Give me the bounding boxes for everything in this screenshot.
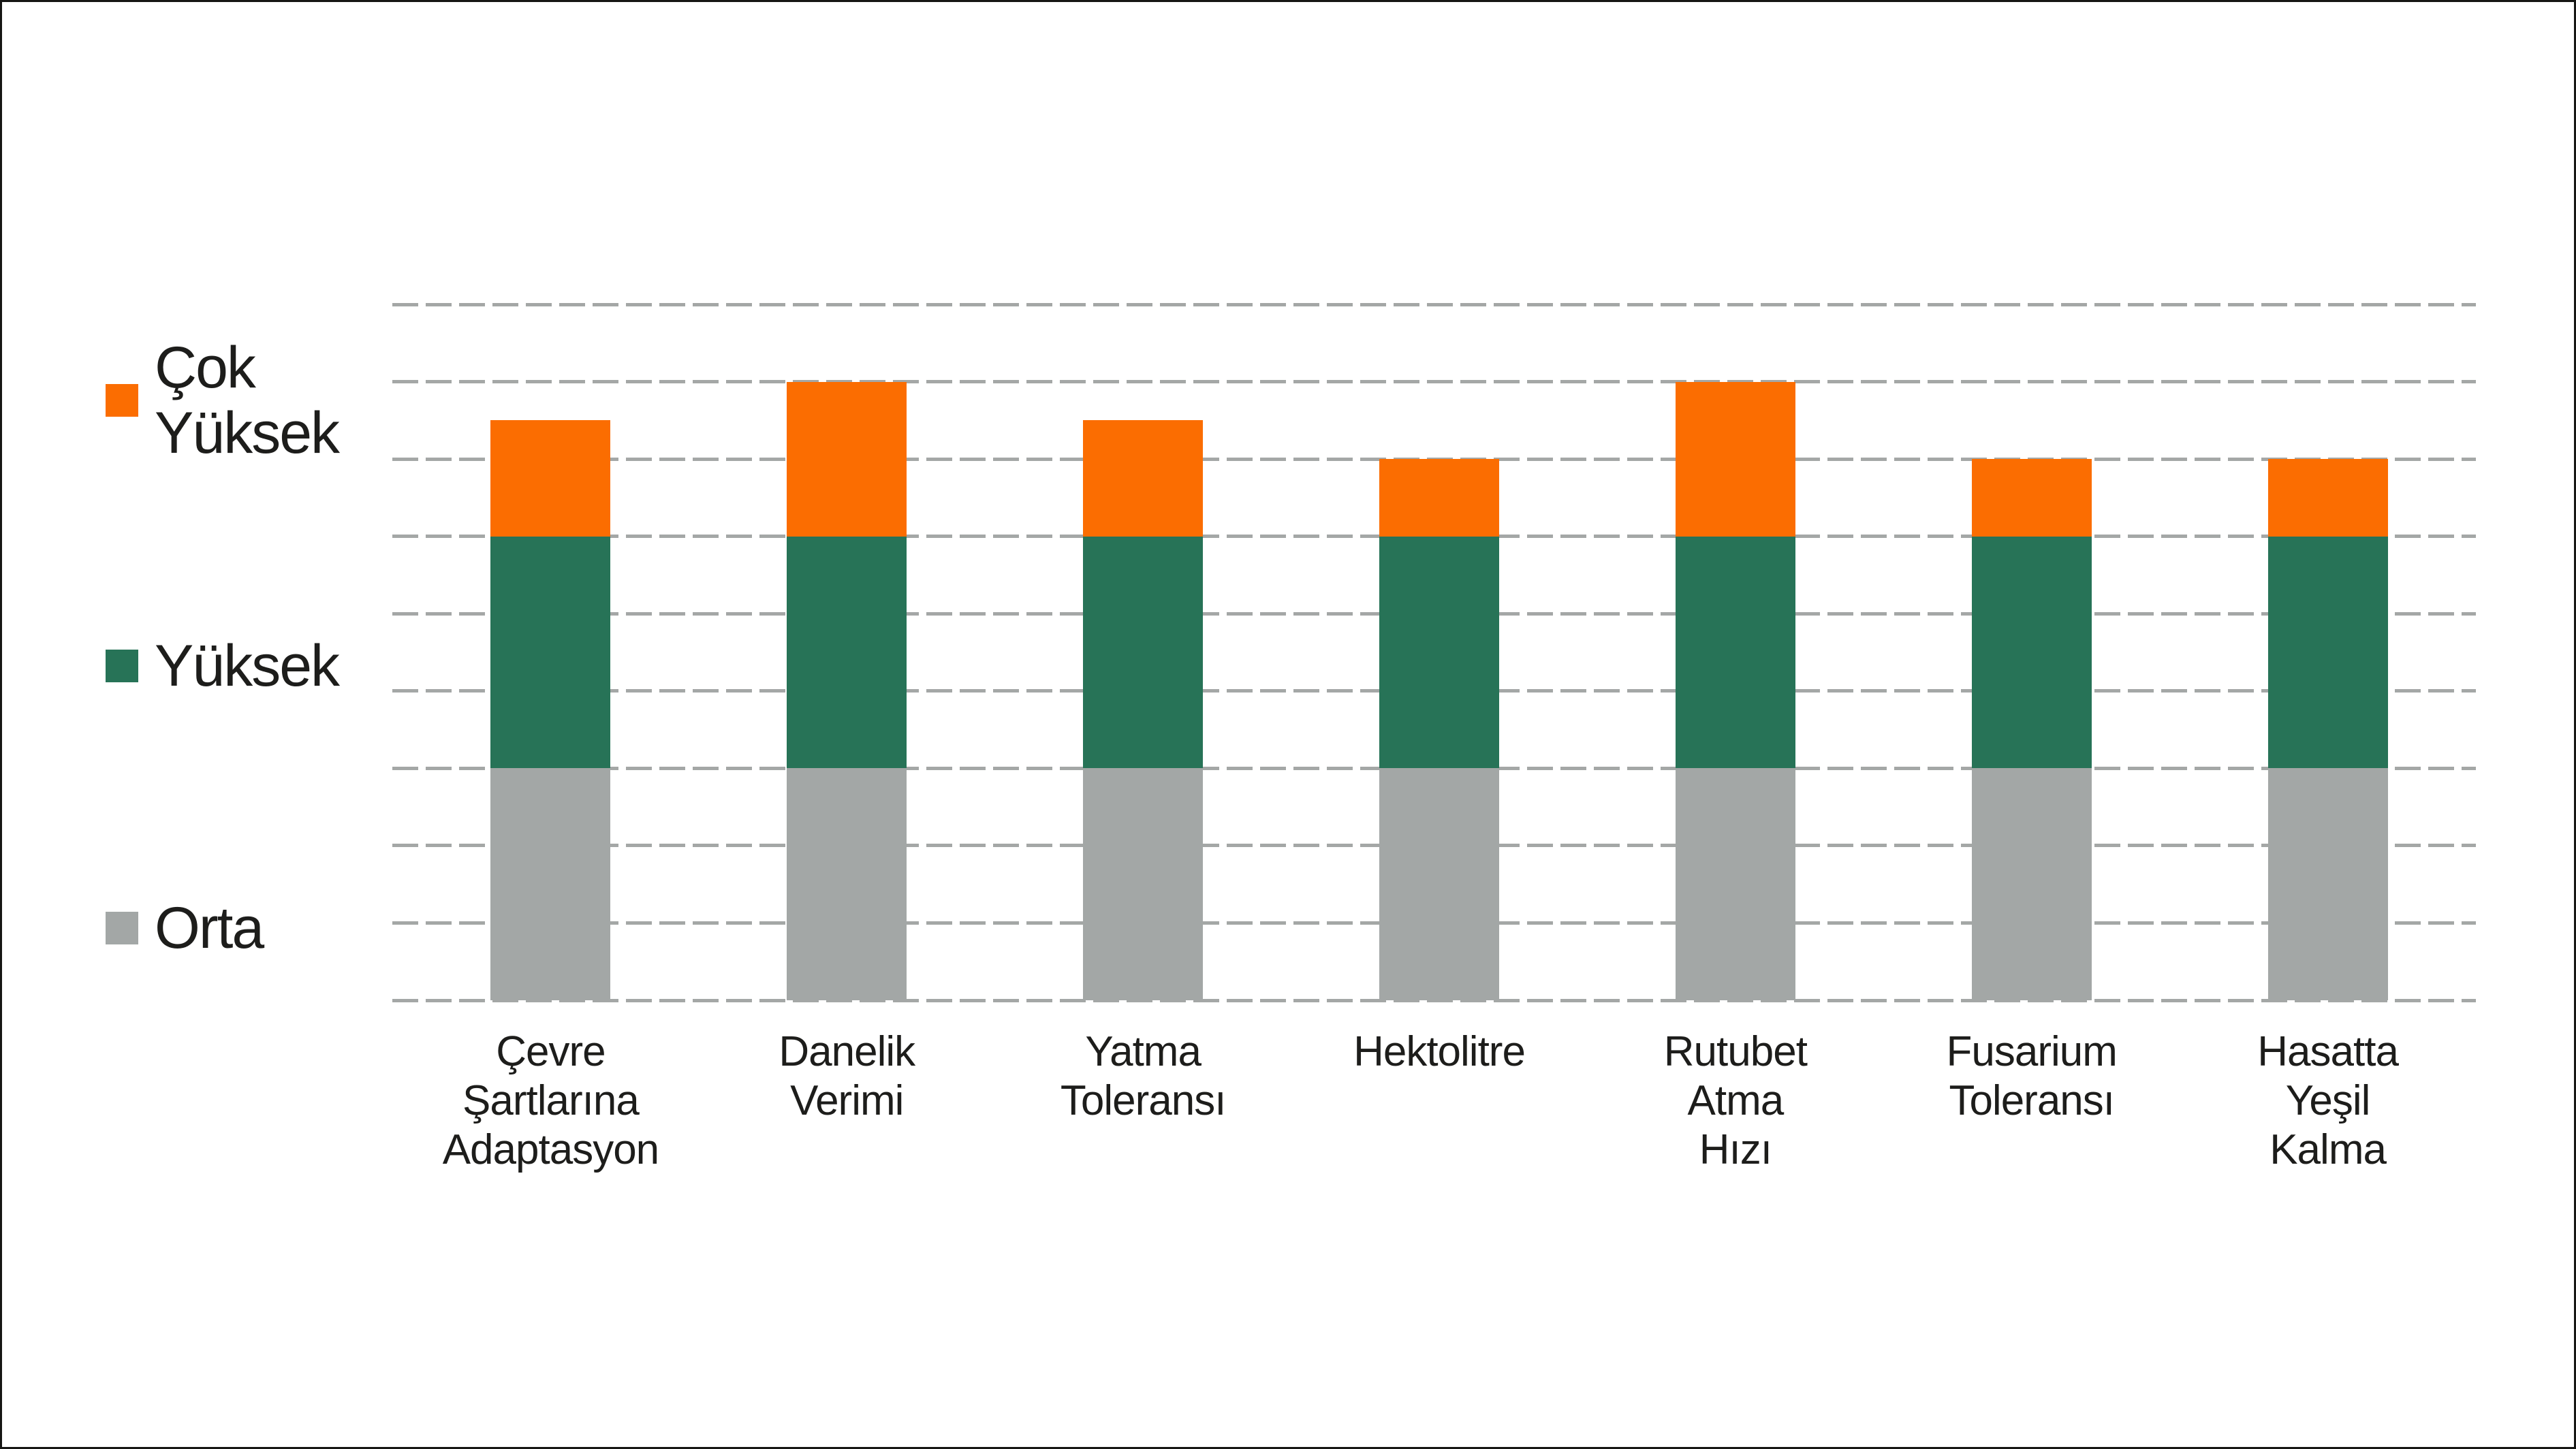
bar-slot <box>1291 304 1588 1000</box>
category-label: Hektolitre <box>1353 1028 1526 1075</box>
bar-segment <box>1675 381 1795 537</box>
category-label-slot: Fusarium Toleransı <box>1883 1028 2180 1175</box>
bar-slot <box>995 304 1291 1000</box>
stacked-bar-5 <box>1675 381 1795 1000</box>
category-label-slot: Çevre Şartlarına Adaptasyon <box>403 1028 699 1175</box>
category-label-slot: Yatma Toleransı <box>995 1028 1291 1175</box>
stacked-bar-3 <box>1083 420 1204 1000</box>
category-label: Çevre Şartlarına Adaptasyon <box>442 1028 659 1173</box>
bar-segment <box>490 420 611 537</box>
bar-segment <box>1379 768 1499 1000</box>
bar-segment <box>2267 768 2388 1000</box>
legend-label-yuksek: Yüksek <box>155 633 340 699</box>
bar-slot <box>2180 304 2476 1000</box>
stacked-bar-6 <box>1971 459 2092 1000</box>
x-axis-labels: Çevre Şartlarına Adaptasyon Danelik Verim… <box>392 1028 2476 1175</box>
bar-segment <box>787 381 907 537</box>
legend-swatch-cok-yuksek <box>106 384 138 417</box>
bar-segment <box>1675 768 1795 1000</box>
legend-swatch-yuksek <box>106 650 138 682</box>
bar-segment <box>1971 459 2092 537</box>
category-label: Hasatta Yeşil Kalma <box>2257 1028 2399 1173</box>
bar-segment <box>1379 459 1499 537</box>
bar-segment <box>1083 420 1204 537</box>
category-label-slot: Danelik Verimi <box>699 1028 995 1175</box>
legend-label-orta: Orta <box>155 895 264 961</box>
legend-item-cok-yuksek: Çok Yüksek <box>106 335 340 466</box>
bar-slot <box>1883 304 2180 1000</box>
bar-slot <box>699 304 995 1000</box>
stacked-bar-7 <box>2267 459 2388 1000</box>
category-label-slot: Hasatta Yeşil Kalma <box>2180 1028 2476 1175</box>
gridline <box>392 302 2476 306</box>
bar-segment <box>2267 536 2388 769</box>
bar-segment <box>1379 536 1499 769</box>
category-label: Danelik Verimi <box>779 1028 915 1124</box>
bar-slot <box>403 304 699 1000</box>
stacked-bar-1 <box>490 420 611 1000</box>
legend-item-yuksek: Yüksek <box>106 633 340 699</box>
stacked-bar-4 <box>1379 459 1499 1000</box>
bar-segment <box>2267 459 2388 537</box>
bar-segment <box>787 536 907 769</box>
bar-segment <box>490 536 611 769</box>
bars-row <box>392 304 2476 1000</box>
legend-label-cok-yuksek: Çok Yüksek <box>155 335 340 466</box>
category-label: Yatma Toleransı <box>1060 1028 1227 1124</box>
bar-segment <box>787 768 907 1000</box>
bar-slot <box>1587 304 1883 1000</box>
gridline <box>392 998 2476 1002</box>
legend-swatch-orta <box>106 912 138 944</box>
bar-segment <box>1971 768 2092 1000</box>
category-label-slot: Rutubet Atma Hızı <box>1587 1028 1883 1175</box>
category-label: Fusarium Toleransı <box>1946 1028 2118 1124</box>
category-label-slot: Hektolitre <box>1291 1028 1588 1175</box>
legend-item-orta: Orta <box>106 895 264 961</box>
gridline <box>392 380 2476 384</box>
bar-segment <box>1083 768 1204 1000</box>
stacked-bar-2 <box>787 381 907 1000</box>
bar-segment <box>1971 536 2092 769</box>
bar-segment <box>1083 536 1204 769</box>
gridline <box>392 457 2476 461</box>
category-label: Rutubet Atma Hızı <box>1663 1028 1808 1173</box>
bar-segment <box>1675 536 1795 769</box>
plot-area <box>392 302 2476 1002</box>
bar-segment <box>490 768 611 1000</box>
